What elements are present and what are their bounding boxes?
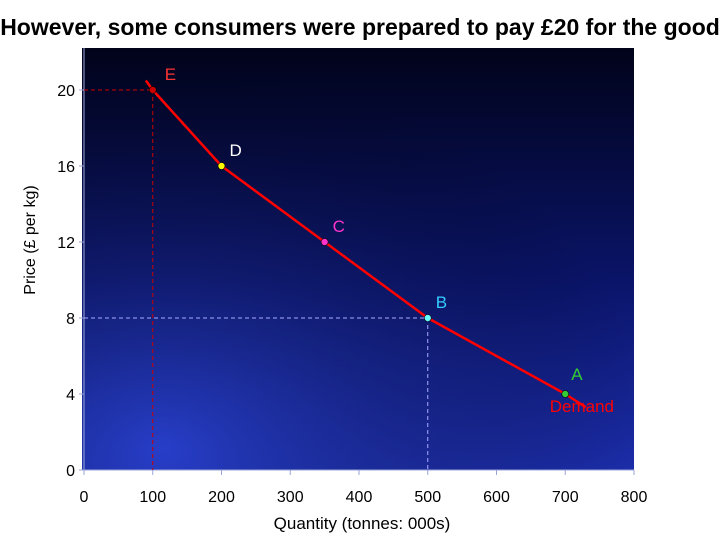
x-tick-label: 100: [139, 489, 166, 506]
y-tick-label: 20: [57, 83, 75, 100]
point-label-b: B: [436, 293, 447, 312]
x-tick-label: 300: [277, 489, 304, 506]
data-point-b: [423, 314, 432, 322]
point-label-c: C: [333, 217, 345, 236]
point-label-d: D: [230, 141, 242, 160]
x-tick-label: 400: [346, 489, 373, 506]
x-tick-label: 200: [208, 489, 235, 506]
y-tick-label: 16: [57, 159, 75, 176]
x-axis-label: Quantity (tonnes: 000s): [273, 514, 451, 533]
plot-background-glow: [82, 48, 634, 470]
y-axis-label: Price (£ per kg): [22, 185, 39, 295]
x-tick-label: 800: [621, 489, 648, 506]
series-label-demand: Demand: [550, 397, 614, 416]
x-tick-label: 700: [552, 489, 579, 506]
y-tick-label: 12: [57, 235, 75, 252]
data-point-e: [148, 86, 157, 94]
y-tick-label: 0: [66, 463, 75, 480]
reference-lines: [84, 89, 429, 470]
y-tick-label: 4: [66, 387, 75, 404]
data-point-d: [217, 162, 226, 170]
points-layer: E D C B A: [148, 65, 583, 398]
data-point-a: [561, 390, 570, 398]
point-label-a: A: [571, 365, 583, 384]
data-point-c: [320, 238, 329, 246]
point-label-e: E: [165, 65, 176, 84]
x-tick-label: 0: [80, 489, 89, 506]
x-tick-label: 500: [414, 489, 441, 506]
slide-title: However, some consumers were prepared to…: [0, 14, 720, 40]
x-tick-label: 600: [483, 489, 510, 506]
y-tick-label: 8: [66, 311, 75, 328]
